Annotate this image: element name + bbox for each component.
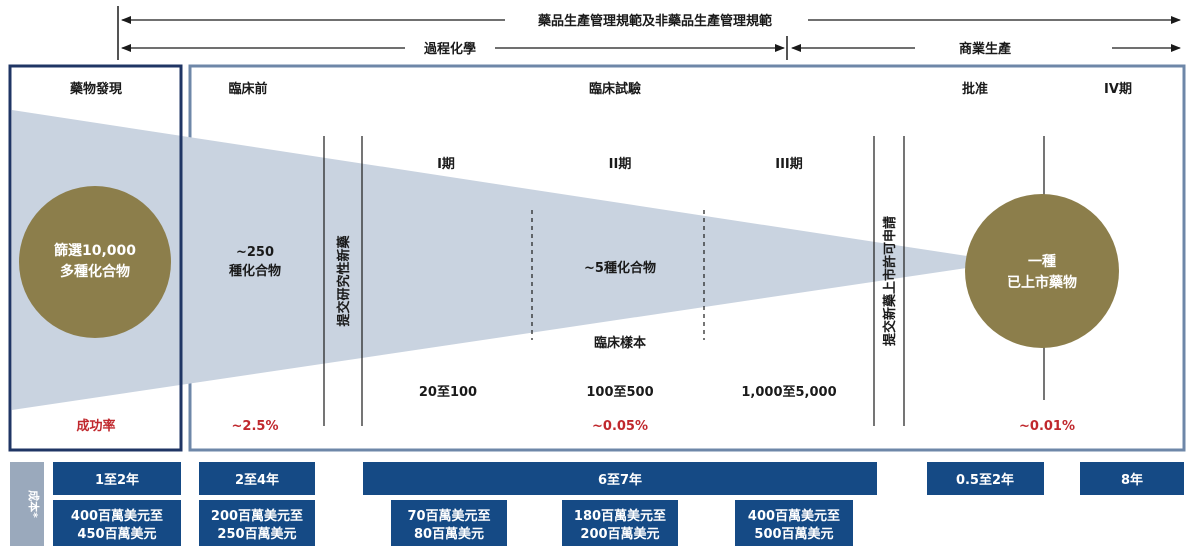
duration-preclinical-box xyxy=(199,462,315,495)
cost-phase2-line2: 200百萬美元 xyxy=(580,526,659,542)
phase-1-sample-size: 20至100 xyxy=(419,385,477,400)
commercial-label: 商業生產 xyxy=(959,41,1011,57)
screening-line1: 篩選10,000 xyxy=(54,242,136,259)
stage-approval: 批准 xyxy=(962,81,988,97)
marketed-line1: 一種 xyxy=(1028,253,1056,270)
duration-phase4: 8年 xyxy=(1121,472,1143,488)
discovery-frame xyxy=(8,64,183,452)
duration-discovery: 1至2年 xyxy=(95,472,139,488)
cost-preclinical-line1: 200百萬美元至 xyxy=(211,508,303,524)
process-chem-label: 過程化學 xyxy=(423,41,476,57)
cost-side-tab xyxy=(10,462,44,546)
duration-approval-box xyxy=(927,462,1044,495)
cost-phase2-line1: 180百萬美元至 xyxy=(574,508,666,524)
ind-submission-label: 提交研究性新藥 xyxy=(336,235,352,327)
cost-side-label: 成本* xyxy=(27,490,41,518)
stage-clinical: 臨床試驗 xyxy=(589,81,641,97)
preclinical-count-line2: 種化合物 xyxy=(229,263,281,279)
cost-discovery-line1: 400百萬美元至 xyxy=(71,508,163,524)
screening-circle xyxy=(19,186,171,338)
duration-approval: 0.5至2年 xyxy=(956,472,1014,488)
duration-clinical: 6至7年 xyxy=(598,472,642,488)
success-rate-preclinical: ~2.5% xyxy=(232,419,279,434)
clinical-sample-label: 臨床樣本 xyxy=(594,335,646,351)
success-rate-clinical: ~0.05% xyxy=(592,419,648,434)
stage-discovery: 藥物發現 xyxy=(69,81,122,97)
cost-discovery-line2: 450百萬美元 xyxy=(77,526,156,542)
cost-phase3-line1: 400百萬美元至 xyxy=(748,508,840,524)
top-arrows: 藥品生產管理規範及非藥品生產管理規範 過程化學 商業生產 xyxy=(117,6,1181,60)
screening-line2: 多種化合物 xyxy=(60,263,130,280)
phase-3-sample-size: 1,000至5,000 xyxy=(741,385,836,400)
funnel-shape xyxy=(12,110,980,410)
marketed-line2: 已上市藥物 xyxy=(1007,274,1077,291)
cost-discovery-box xyxy=(53,500,181,546)
cost-phase1-box xyxy=(391,500,507,546)
preclinical-count-line1: ~250 xyxy=(236,245,274,260)
duration-clinical-box xyxy=(363,462,877,495)
nda-submission-label: 提交新藥上市許可申請 xyxy=(882,216,898,346)
gmp-label: 藥品生產管理規範及非藥品生產管理規範 xyxy=(537,13,772,29)
clinical-count: ~5種化合物 xyxy=(584,260,656,276)
marketed-drug-circle xyxy=(965,194,1119,348)
duration-phase4-box xyxy=(1080,462,1184,495)
cost-preclinical-line2: 250百萬美元 xyxy=(217,526,296,542)
phase-1-label: I期 xyxy=(437,157,455,172)
cost-phase1-line2: 80百萬美元 xyxy=(414,526,484,542)
duration-preclinical: 2至4年 xyxy=(235,472,279,488)
success-rate-approval: ~0.01% xyxy=(1019,419,1075,434)
stage-preclinical: 臨床前 xyxy=(228,81,267,97)
phase-2-label: II期 xyxy=(609,157,632,172)
phase-2-sample-size: 100至500 xyxy=(586,385,653,400)
cost-phase3-box xyxy=(735,500,853,546)
phase-3-label: III期 xyxy=(775,157,803,172)
cost-preclinical-box xyxy=(199,500,315,546)
cost-phase2-box xyxy=(562,500,678,546)
stage-phase4: IV期 xyxy=(1104,82,1132,97)
cost-phase3-line2: 500百萬美元 xyxy=(754,526,833,542)
duration-discovery-box xyxy=(53,462,181,495)
success-rate-label: 成功率 xyxy=(76,418,115,434)
cost-phase1-line1: 70百萬美元至 xyxy=(407,508,490,524)
